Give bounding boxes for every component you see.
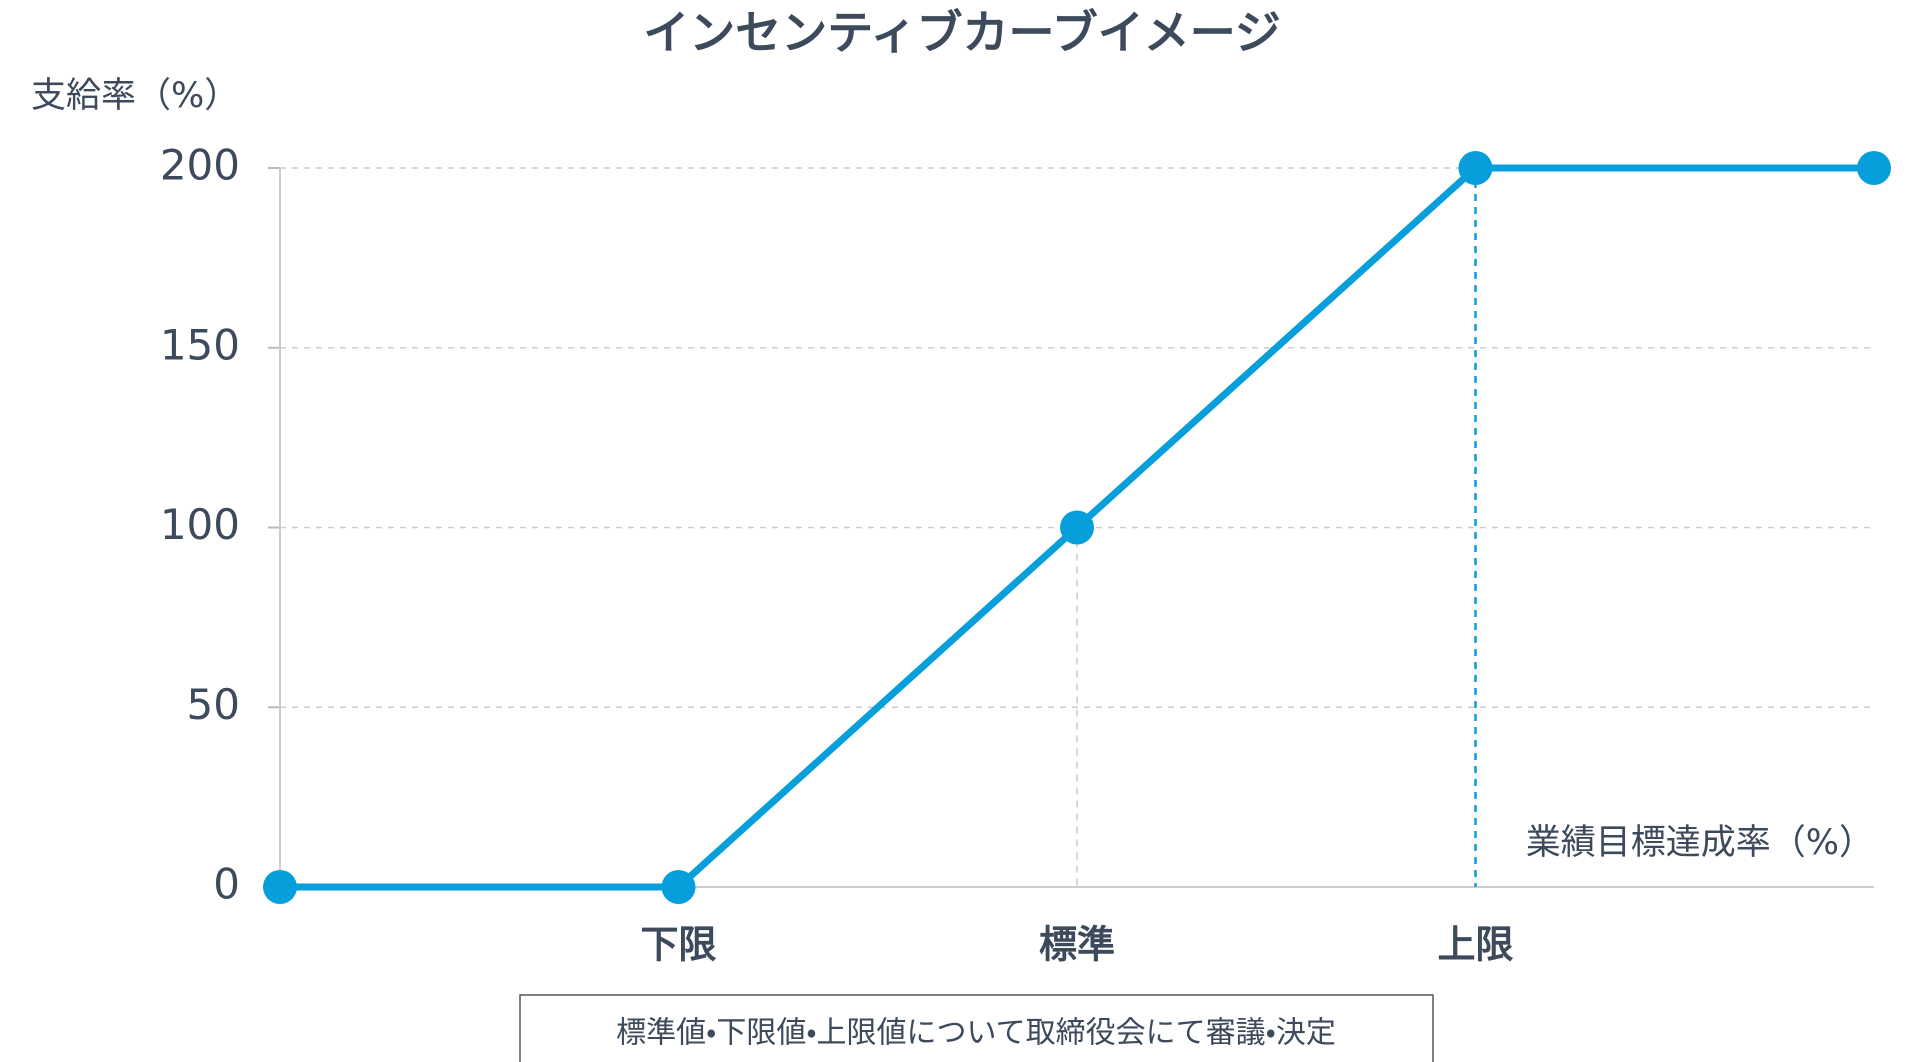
y-tick-label: 150 — [160, 320, 240, 369]
y-tick-label: 50 — [187, 680, 240, 729]
note-box — [519, 994, 1434, 1062]
chart-title: インセンティブカーブイメージ — [643, 6, 1281, 60]
y-tick-label: 0 — [213, 860, 240, 909]
point — [1458, 151, 1493, 185]
point — [1857, 151, 1891, 185]
y-axis-label: 支給率（%） — [31, 76, 239, 116]
point — [661, 870, 696, 904]
x-tick-label: 標準 — [1039, 923, 1115, 967]
point — [263, 870, 297, 904]
note: 標準値・下限値・上限値について取締役会にて審議・決定 — [616, 1016, 1336, 1051]
y-tick-label: 100 — [160, 500, 240, 549]
x-tick-label: 下限 — [640, 923, 716, 967]
y-tick-label: 200 — [160, 141, 240, 190]
x-axis-label: 業績目標達成率（%） — [1526, 823, 1874, 863]
point — [1060, 510, 1094, 545]
x-tick-label: 上限 — [1437, 923, 1513, 967]
